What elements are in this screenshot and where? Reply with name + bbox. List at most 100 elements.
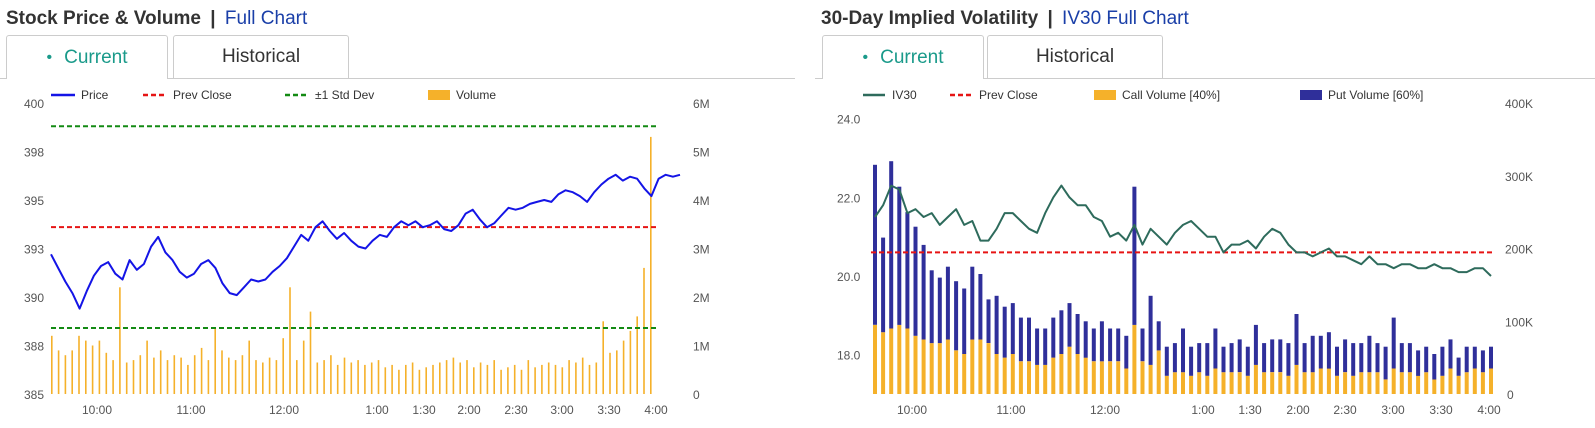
volume-bar bbox=[547, 362, 550, 394]
put-volume-bar bbox=[881, 237, 886, 333]
call-volume-bar bbox=[1132, 324, 1137, 394]
put-volume-bar bbox=[1091, 328, 1096, 362]
full-chart-link[interactable]: Full Chart bbox=[224, 8, 308, 29]
call-volume-bar bbox=[1205, 375, 1210, 394]
volume-bar bbox=[289, 287, 291, 394]
volume-bar bbox=[268, 357, 271, 394]
volume-bar bbox=[636, 316, 638, 394]
tab-current[interactable]: • Current bbox=[822, 35, 984, 79]
iv30-full-chart-link[interactable]: IV30 Full Chart bbox=[1062, 8, 1189, 29]
volume-bar bbox=[51, 335, 53, 394]
volume-bar bbox=[234, 360, 237, 394]
volume-bar bbox=[309, 311, 312, 394]
x-tick-label: 12:00 bbox=[269, 403, 299, 417]
put-volume-bar bbox=[994, 295, 999, 354]
volume-bar bbox=[581, 357, 584, 394]
put-volume-bar bbox=[1440, 346, 1445, 376]
put-volume-bar bbox=[1083, 321, 1088, 358]
y2-tick-label: 1M bbox=[693, 340, 710, 354]
volume-bar bbox=[241, 355, 244, 394]
x-tick-label: 2:00 bbox=[457, 403, 481, 417]
put-volume-bar bbox=[1262, 343, 1267, 373]
call-volume-bar bbox=[1018, 361, 1023, 394]
call-volume-bar bbox=[937, 343, 942, 394]
legend-label: ±1 Std Dev bbox=[315, 88, 374, 102]
y2-tick-label: 6M bbox=[693, 97, 710, 111]
put-volume-bar bbox=[1116, 328, 1121, 362]
put-volume-bar bbox=[1035, 328, 1040, 365]
volume-bar bbox=[350, 362, 353, 394]
call-volume-bar bbox=[1245, 375, 1250, 394]
volume-bar bbox=[91, 345, 94, 394]
volume-bar bbox=[439, 362, 441, 394]
call-volume-bar bbox=[1091, 361, 1096, 394]
put-volume-bar bbox=[1359, 343, 1364, 373]
put-volume-bar bbox=[1270, 339, 1275, 373]
x-tick-label: 1:00 bbox=[1191, 403, 1215, 417]
volume-bar bbox=[146, 340, 148, 394]
put-volume-bar bbox=[1367, 335, 1372, 373]
call-volume-bar bbox=[1253, 364, 1258, 394]
call-volume-bar bbox=[1083, 357, 1088, 394]
volume-bar bbox=[411, 362, 414, 394]
volume-bar bbox=[650, 136, 652, 394]
call-volume-bar bbox=[889, 328, 894, 394]
put-volume-bar bbox=[1424, 346, 1429, 373]
tab-historical[interactable]: Historical bbox=[987, 35, 1163, 78]
tab-current[interactable]: • Current bbox=[6, 35, 168, 79]
put-volume-bar bbox=[1189, 346, 1194, 376]
volume-bar bbox=[541, 364, 543, 394]
call-volume-bar bbox=[1424, 372, 1429, 394]
call-volume-bar bbox=[1407, 372, 1412, 394]
put-volume-bar bbox=[1181, 328, 1185, 373]
price-line bbox=[50, 173, 681, 310]
volume-bar bbox=[302, 340, 305, 394]
call-volume-bar bbox=[1440, 375, 1445, 394]
put-volume-bar bbox=[1294, 314, 1299, 365]
y2-tick-label: 200K bbox=[1505, 243, 1533, 257]
call-volume-bar bbox=[1270, 372, 1275, 394]
put-volume-bar bbox=[1399, 343, 1404, 373]
call-volume-bar bbox=[1051, 357, 1056, 394]
volume-bar bbox=[275, 360, 278, 394]
volume-bar bbox=[629, 330, 632, 394]
put-volume-bar bbox=[1278, 339, 1283, 373]
x-tick-label: 2:30 bbox=[1333, 403, 1357, 417]
put-volume-bar bbox=[1318, 335, 1323, 369]
put-volume-bar bbox=[1197, 343, 1202, 373]
volume-bar bbox=[595, 362, 598, 394]
y-tick-label: 24.0 bbox=[837, 113, 861, 127]
stock-price-chart: Price Prev Close ±1 Std Dev Volume 400 398 395… bbox=[24, 88, 710, 417]
volume-bar bbox=[513, 364, 516, 394]
x-tick-label: 1:30 bbox=[1238, 403, 1262, 417]
panel-title: Stock Price & Volume bbox=[6, 8, 201, 29]
volume-bar bbox=[282, 338, 284, 394]
put-volume-bar bbox=[970, 266, 975, 340]
volume-bar bbox=[622, 340, 625, 394]
put-volume-bar bbox=[1480, 350, 1485, 373]
legend-swatch bbox=[1094, 90, 1116, 100]
volume-bar bbox=[57, 350, 60, 394]
call-volume-bar bbox=[1043, 364, 1048, 394]
put-volume-bar bbox=[1472, 346, 1477, 369]
panel-title: 30-Day Implied Volatility bbox=[821, 8, 1039, 29]
call-volume-bar bbox=[1464, 372, 1469, 394]
put-volume-bar bbox=[1108, 328, 1113, 362]
put-volume-bar bbox=[1205, 343, 1210, 376]
y2-tick-label: 100K bbox=[1505, 315, 1533, 329]
x-tick-label: 10:00 bbox=[897, 403, 927, 417]
tab-current-label: Current bbox=[880, 46, 944, 68]
y2-tick-label: 400K bbox=[1505, 97, 1533, 111]
tab-historical-label: Historical bbox=[221, 46, 301, 67]
y-tick-label: 395 bbox=[24, 194, 44, 208]
volume-bar bbox=[418, 369, 421, 395]
legend-swatch bbox=[1300, 90, 1322, 100]
call-volume-bar bbox=[1326, 368, 1331, 394]
tab-historical[interactable]: Historical bbox=[173, 35, 349, 78]
y-tick-label: 400 bbox=[24, 97, 44, 111]
volume-bar bbox=[207, 360, 210, 394]
put-volume-bar bbox=[1391, 317, 1396, 369]
call-volume-bar bbox=[1027, 361, 1031, 394]
put-volume-bar bbox=[1302, 343, 1307, 373]
volume-bar bbox=[166, 360, 169, 394]
